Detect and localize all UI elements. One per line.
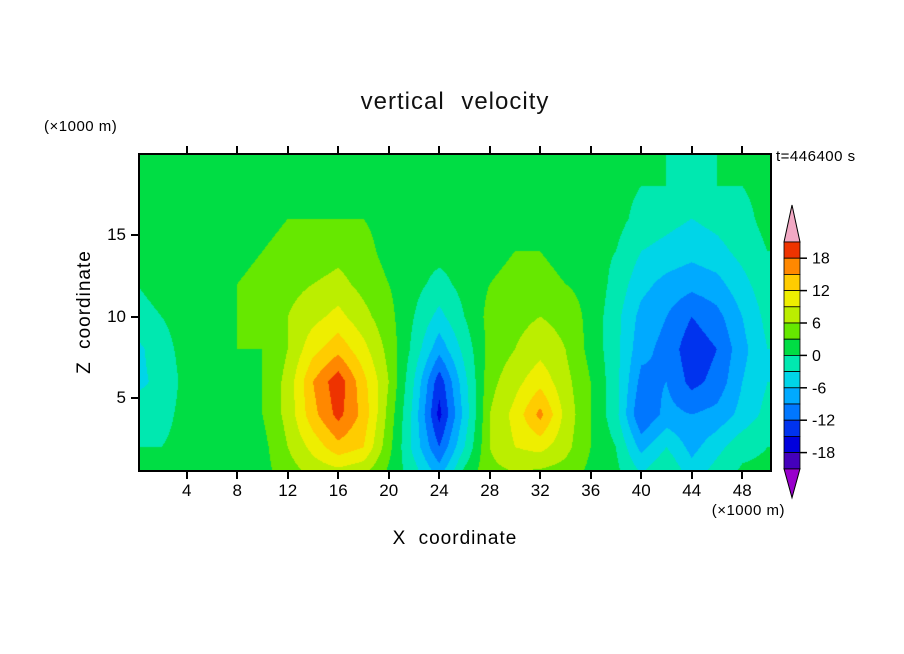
colorbar-under-arrow — [783, 468, 801, 500]
colorbar-band — [783, 354, 801, 372]
colorbar-band — [783, 306, 801, 324]
colorbar: 18 12 6 0 -6 -12 -18 — [783, 204, 835, 500]
x-tick-label: 24 — [429, 481, 449, 500]
colorbar-band — [783, 338, 801, 356]
x-axis-tick — [438, 472, 441, 479]
time-annotation: t=446400 s — [776, 148, 856, 165]
colorbar-band — [783, 274, 801, 292]
x-axis-top-tick — [286, 146, 289, 153]
z-axis-tick — [131, 397, 138, 400]
x-axis-top-tick — [690, 146, 693, 153]
colorbar-band — [783, 403, 801, 421]
x-axis-tick — [488, 472, 491, 479]
colorbar-band — [783, 419, 801, 437]
colorbar-band — [783, 257, 801, 275]
x-axis-tick — [387, 472, 390, 479]
x-axis-unit-label: (×1000 m) — [711, 502, 785, 519]
x-tick-label: 20 — [379, 481, 399, 500]
x-tick-label: 12 — [278, 481, 298, 500]
x-axis-tick — [539, 472, 542, 479]
colorbar-band — [783, 435, 801, 453]
colorbar-band — [783, 290, 801, 308]
x-axis-tick — [337, 472, 340, 479]
x-tick-label: 48 — [732, 481, 752, 500]
x-axis-top-tick — [236, 146, 239, 153]
x-tick-label: 16 — [328, 481, 348, 500]
plot-frame — [138, 153, 772, 472]
colorbar-label: 0 — [812, 348, 821, 365]
x-tick-label: 4 — [181, 481, 192, 500]
x-axis-label: X coordinate — [392, 528, 518, 549]
chart-title: vertical velocity — [360, 88, 550, 115]
x-axis-top-tick — [387, 146, 390, 153]
x-axis-top-tick — [741, 146, 744, 153]
x-axis-top-tick — [337, 146, 340, 153]
x-axis-tick — [589, 472, 592, 479]
colorbar-band — [783, 452, 801, 470]
contour-plot — [140, 155, 770, 470]
colorbar-band — [783, 322, 801, 340]
x-axis-top-tick — [539, 146, 542, 153]
x-tick-label: 40 — [631, 481, 651, 500]
colorbar-label: 6 — [812, 316, 821, 333]
x-tick-label: 8 — [232, 481, 242, 500]
x-axis-tick — [690, 472, 693, 479]
colorbar-label: 18 — [812, 251, 830, 268]
x-axis-tick — [286, 472, 289, 479]
x-tick-label: 44 — [682, 481, 702, 500]
colorbar-label: -6 — [812, 380, 826, 397]
colorbar-band — [783, 387, 801, 405]
z-axis-tick — [131, 315, 138, 318]
colorbar-label: -18 — [812, 445, 835, 462]
x-axis-tick — [185, 472, 188, 479]
colorbar-label: 12 — [812, 283, 830, 300]
x-tick-label: 28 — [480, 481, 500, 500]
colorbar-over-arrow — [783, 204, 801, 243]
z-axis-tick — [131, 233, 138, 236]
x-axis-top-tick — [488, 146, 491, 153]
x-axis-top-tick — [589, 146, 592, 153]
colorbar-band — [783, 371, 801, 389]
x-axis-top-tick — [185, 146, 188, 153]
x-axis-tick — [236, 472, 239, 479]
x-axis-top-tick — [640, 146, 643, 153]
x-axis-top-tick — [438, 146, 441, 153]
z-tick-label: 15 — [107, 224, 126, 244]
colorbar-label: -12 — [812, 413, 835, 430]
z-tick-label: 10 — [107, 306, 126, 326]
x-tick-label: 32 — [530, 481, 550, 500]
z-tick-label: 5 — [116, 388, 126, 408]
z-axis-unit-label: (×1000 m) — [44, 118, 118, 135]
colorbar-band — [783, 241, 801, 259]
x-axis-tick — [640, 472, 643, 479]
x-axis-tick — [741, 472, 744, 479]
x-tick-label: 36 — [581, 481, 601, 500]
